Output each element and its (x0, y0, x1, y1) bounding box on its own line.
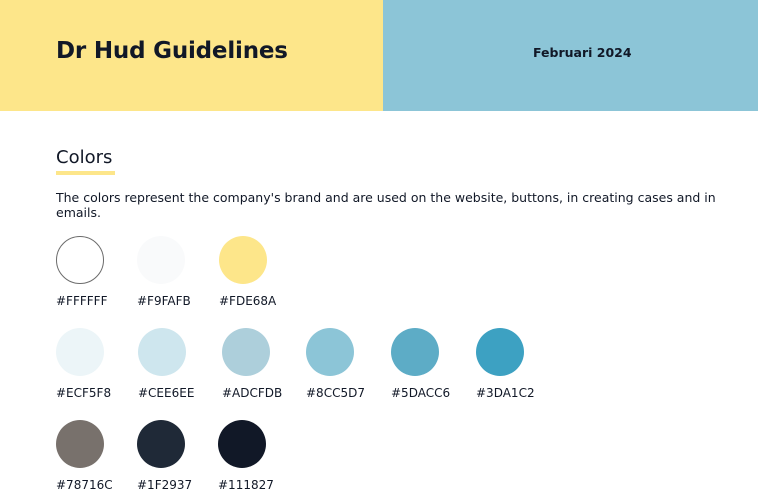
swatch-circle (222, 328, 270, 376)
swatch-circle (137, 236, 185, 284)
swatch-hex-label: #ECF5F8 (56, 386, 112, 400)
swatch-hex-label: #111827 (218, 478, 274, 492)
document-title: Dr Hud Guidelines (56, 38, 288, 64)
color-swatch: #F9FAFB (137, 236, 227, 308)
swatch-circle (56, 328, 104, 376)
swatch-circle (137, 420, 185, 468)
swatch-circle (219, 236, 267, 284)
color-swatch: #ADCFDB (222, 328, 312, 400)
color-swatch: #FFFFFF (56, 236, 146, 308)
swatch-circle (391, 328, 439, 376)
swatch-hex-label: #CEE6EE (138, 386, 195, 400)
color-swatch: #111827 (218, 420, 308, 492)
document-date: Februari 2024 (533, 45, 632, 60)
color-swatch: #78716C (56, 420, 146, 492)
header-date-panel (383, 0, 758, 111)
section-description: The colors represent the company's brand… (56, 190, 716, 220)
swatch-hex-label: #8CC5D7 (306, 386, 365, 400)
swatch-hex-label: #3DA1C2 (476, 386, 535, 400)
color-swatch: #ECF5F8 (56, 328, 146, 400)
swatch-hex-label: #ADCFDB (222, 386, 283, 400)
color-swatch: #CEE6EE (138, 328, 228, 400)
section-title: Colors (56, 147, 113, 168)
color-swatch: #FDE68A (219, 236, 309, 308)
swatch-circle (476, 328, 524, 376)
swatch-circle (218, 420, 266, 468)
swatch-hex-label: #FDE68A (219, 294, 277, 308)
swatch-hex-label: #1F2937 (137, 478, 193, 492)
swatch-hex-label: #FFFFFF (56, 294, 108, 308)
swatch-hex-label: #F9FAFB (137, 294, 191, 308)
swatch-circle (56, 236, 104, 284)
header: Dr Hud Guidelines Februari 2024 (0, 0, 758, 111)
swatch-hex-label: #5DACC6 (391, 386, 451, 400)
swatch-hex-label: #78716C (56, 478, 113, 492)
section-title-underline (56, 171, 115, 175)
color-swatch: #5DACC6 (391, 328, 481, 400)
color-swatch: #1F2937 (137, 420, 227, 492)
header-title-panel: Dr Hud Guidelines (0, 0, 383, 111)
color-swatch: #8CC5D7 (306, 328, 396, 400)
swatch-circle (138, 328, 186, 376)
color-swatch: #3DA1C2 (476, 328, 566, 400)
swatch-circle (306, 328, 354, 376)
swatch-circle (56, 420, 104, 468)
